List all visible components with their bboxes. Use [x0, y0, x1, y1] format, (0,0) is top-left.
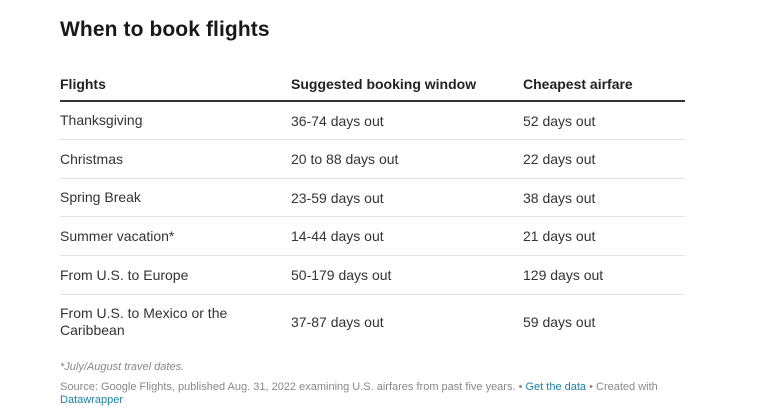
created-with-text: • Created with — [586, 380, 658, 393]
datawrapper-link[interactable]: Datawrapper — [60, 394, 123, 406]
cell-flight: Christmas — [60, 150, 124, 167]
cell-flight: From U.S. to Mexico or the Caribbean — [60, 305, 228, 338]
data-table: Flights Suggested booking window Cheapes… — [60, 68, 685, 349]
chart-notes: *July/August travel dates. Source: Googl… — [60, 361, 700, 408]
table-row: Christmas 20 to 88 days out 22 days out — [60, 140, 685, 179]
table-row: Thanksgiving 36-74 days out 52 days out — [60, 102, 685, 140]
footnote: *July/August travel dates. — [60, 361, 185, 373]
cell-booking-window: 23-59 days out — [291, 189, 384, 206]
get-data-link[interactable]: Get the data — [525, 380, 587, 393]
source-text: Source: Google Flights, published Aug. 3… — [60, 380, 516, 393]
cell-cheapest-airfare: 21 days out — [523, 228, 596, 244]
table-row: Spring Break 23-59 days out 38 days out — [60, 179, 685, 217]
cell-booking-window: 36-74 days out — [291, 112, 384, 129]
cell-flight: Summer vacation* — [60, 227, 175, 244]
source-line: Source: Google Flights, published Aug. 3… — [60, 381, 700, 408]
table-row: Summer vacation* 14-44 days out 21 days … — [60, 217, 685, 256]
table-header: Flights Suggested booking window Cheapes… — [60, 68, 685, 102]
column-header-cheapest-airfare: Cheapest airfare — [523, 76, 633, 92]
cell-booking-window: 50-179 days out — [291, 267, 392, 283]
cell-flight: From U.S. to Europe — [60, 266, 189, 283]
cell-booking-window: 14-44 days out — [291, 228, 384, 244]
table-row: From U.S. to Mexico or the Caribbean 37-… — [60, 295, 685, 349]
cell-cheapest-airfare: 52 days out — [523, 112, 596, 129]
cell-flight: Spring Break — [60, 189, 141, 205]
cell-booking-window: 20 to 88 days out — [291, 151, 399, 167]
cell-booking-window: 37-87 days out — [291, 314, 384, 330]
cell-cheapest-airfare: 38 days out — [523, 189, 596, 206]
separator: • — [515, 380, 526, 393]
column-header-booking-window: Suggested booking window — [291, 76, 477, 92]
cell-cheapest-airfare: 22 days out — [523, 151, 596, 167]
cell-flight: Thanksgiving — [60, 112, 143, 128]
cell-cheapest-airfare: 59 days out — [523, 314, 596, 330]
table-row: From U.S. to Europe 50-179 days out 129 … — [60, 256, 685, 295]
column-header-flights: Flights — [60, 75, 106, 92]
chart-title: When to book flights — [60, 18, 270, 41]
cell-cheapest-airfare: 129 days out — [523, 267, 604, 283]
